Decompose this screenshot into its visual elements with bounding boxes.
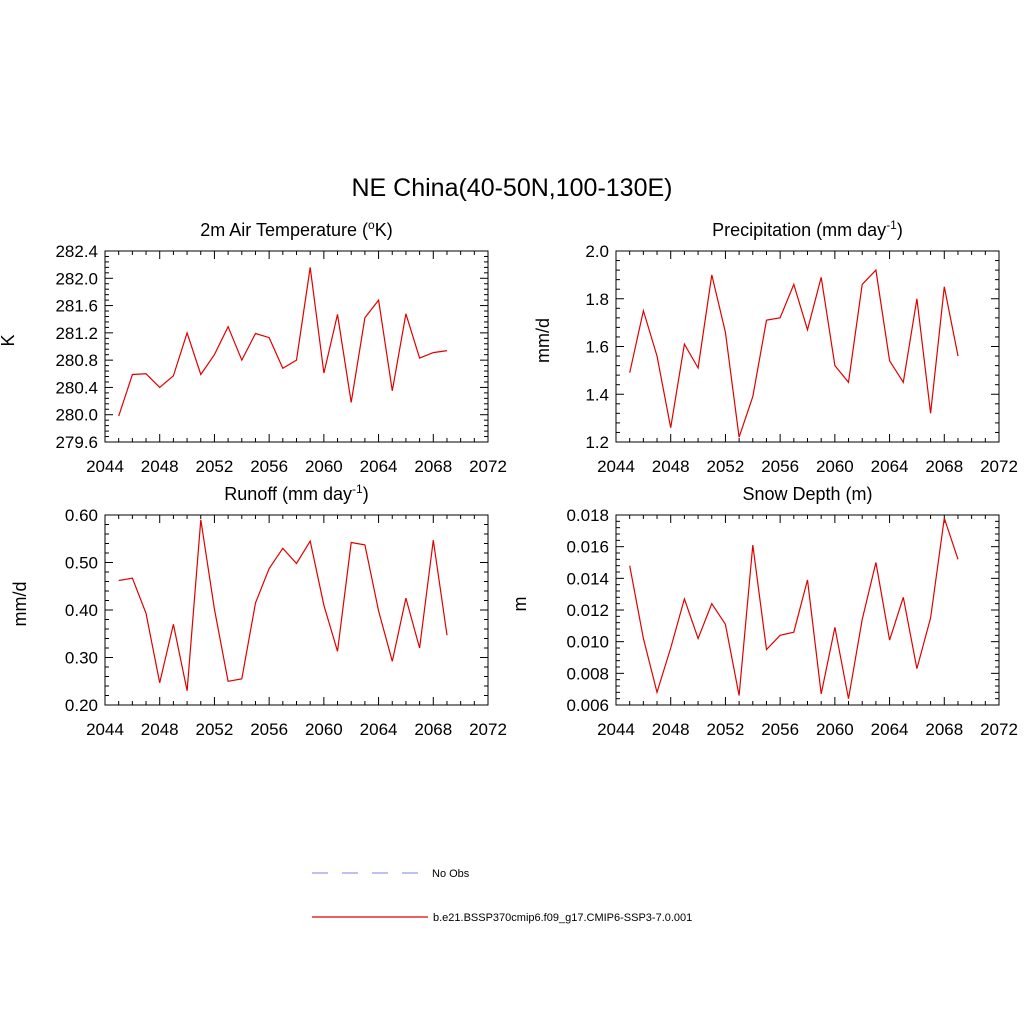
plot-frame (104, 514, 489, 706)
y-tick-label: 1.4 (585, 385, 609, 404)
x-tick-label: 2064 (360, 720, 398, 739)
y-tick-label: 281.2 (55, 324, 98, 343)
plot-frame (615, 514, 1000, 706)
y-tick-label: 0.60 (65, 506, 98, 525)
x-tick-label: 2048 (141, 720, 179, 739)
y-tick-label: 279.6 (55, 433, 98, 452)
y-axis-label: mm/d (533, 318, 553, 363)
x-tick-label: 2068 (925, 457, 963, 476)
series-line (629, 518, 959, 699)
x-tick-label: 2068 (414, 720, 452, 739)
y-tick-label: 282.0 (55, 269, 98, 288)
panel-title: Snow Depth (m) (742, 484, 872, 504)
x-tick-label: 2072 (980, 457, 1018, 476)
x-tick-label: 2048 (141, 457, 179, 476)
y-tick-label: 0.50 (65, 554, 98, 573)
series-line (118, 519, 448, 691)
legend-label-model: b.e21.BSSP370cmip6.f09_g17.CMIP6-SSP3-7.… (433, 912, 692, 924)
chart-panel-3: 2044 2048 2052 2056 2060 2064 2068 2072 0.006 0.0… (510, 484, 1018, 739)
y-tick-label: 0.008 (566, 664, 609, 683)
y-tick-label: 280.8 (55, 351, 98, 370)
panels-group: 2044 2048 2052 2056 2060 2064 2068 2072 279.6 280… (0, 218, 1018, 739)
x-tick-label: 2072 (469, 457, 507, 476)
x-tick-label: 2064 (360, 457, 398, 476)
y-axis-label: mm/d (10, 582, 30, 627)
x-tick-label: 2072 (469, 720, 507, 739)
series-line (629, 268, 959, 438)
x-tick-label: 2056 (250, 457, 288, 476)
y-tick-label: 0.018 (566, 506, 609, 525)
x-tick-label: 2052 (196, 720, 234, 739)
y-tick-label: 0.30 (65, 649, 98, 668)
y-tick-label: 0.40 (65, 601, 98, 620)
y-axis-label: m (510, 597, 530, 612)
y-tick-label: 280.0 (55, 406, 98, 425)
x-tick-label: 2056 (250, 720, 288, 739)
y-tick-label: 0.010 (566, 633, 609, 652)
x-tick-label: 2044 (597, 457, 635, 476)
y-tick-label: 281.6 (55, 297, 98, 316)
x-tick-label: 2068 (925, 720, 963, 739)
x-tick-label: 2052 (707, 457, 745, 476)
x-tick-label: 2064 (871, 720, 909, 739)
x-tick-label: 2060 (816, 457, 854, 476)
y-tick-label: 0.006 (566, 696, 609, 715)
series-line (118, 267, 448, 417)
y-tick-label: 1.8 (585, 290, 609, 309)
chart-panel-0: 2044 2048 2052 2056 2060 2064 2068 2072 279.6 280… (0, 218, 507, 476)
y-tick-label: 1.2 (585, 433, 609, 452)
x-tick-label: 2056 (761, 457, 799, 476)
y-tick-label: 0.012 (566, 601, 609, 620)
x-tick-label: 2048 (652, 457, 690, 476)
legend-label-no-obs: No Obs (432, 868, 470, 880)
x-tick-label: 2060 (816, 720, 854, 739)
y-tick-label: 0.014 (566, 569, 609, 588)
y-tick-label: 280.4 (55, 378, 98, 397)
plot-frame (104, 250, 489, 443)
x-tick-label: 2068 (414, 457, 452, 476)
y-tick-label: 0.20 (65, 696, 98, 715)
y-tick-label: 1.6 (585, 338, 609, 357)
x-tick-label: 2044 (86, 720, 124, 739)
x-tick-label: 2064 (871, 457, 909, 476)
y-tick-label: 282.4 (55, 242, 98, 261)
x-tick-label: 2044 (86, 457, 124, 476)
chart-panel-2: 2044 2048 2052 2056 2060 2064 2068 2072 0.20 0.30… (10, 482, 507, 739)
chart-panel-1: 2044 2048 2052 2056 2060 2064 2068 2072 1.2 1.4 1.… (533, 218, 1018, 476)
panel-title: 2m Air Temperature (oK) (200, 218, 392, 240)
x-tick-label: 2060 (305, 720, 343, 739)
x-tick-label: 2044 (597, 720, 635, 739)
y-tick-label: 0.016 (566, 538, 609, 557)
y-tick-label: 2.0 (585, 242, 609, 261)
x-tick-label: 2052 (196, 457, 234, 476)
x-tick-label: 2052 (707, 720, 745, 739)
figure-title: NE China(40-50N,100-130E) (351, 174, 672, 202)
x-tick-label: 2048 (652, 720, 690, 739)
panel-title: Precipitation (mm day-1) (712, 218, 903, 240)
panel-title: Runoff (mm day-1) (224, 482, 368, 504)
legend: No Obs b.e21.BSSP370cmip6.f09_g17.CMIP6-… (312, 868, 692, 924)
x-tick-label: 2072 (980, 720, 1018, 739)
x-tick-label: 2060 (305, 457, 343, 476)
y-axis-label: K (0, 334, 18, 346)
x-tick-label: 2056 (761, 720, 799, 739)
